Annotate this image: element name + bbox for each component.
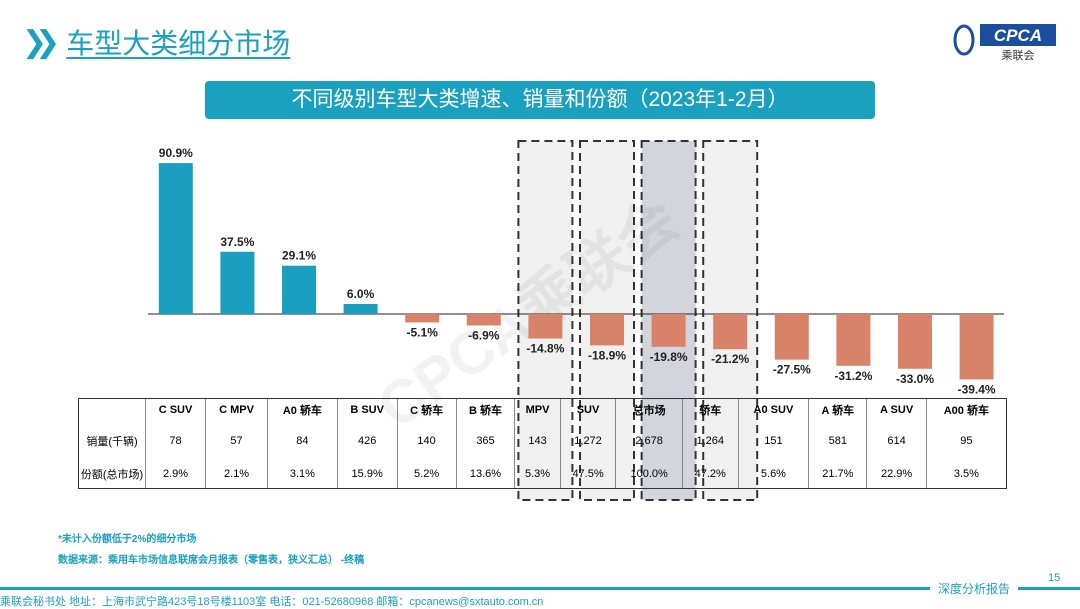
table-cell: 22.9% bbox=[866, 459, 927, 489]
bar bbox=[220, 251, 255, 314]
table-cell: 426 bbox=[336, 421, 398, 460]
table-cell: 47.5% bbox=[559, 459, 616, 489]
table-cell: 3.1% bbox=[267, 459, 338, 489]
data-label: -31.2% bbox=[834, 369, 872, 383]
bar bbox=[959, 314, 994, 380]
table-cell: 13.6% bbox=[455, 459, 515, 489]
table-cell: 78 bbox=[145, 421, 206, 460]
bar bbox=[713, 314, 748, 350]
column-header: 总市场 bbox=[615, 398, 683, 422]
table-cell: 2,678 bbox=[615, 421, 683, 460]
column-header: 轿车 bbox=[681, 398, 739, 422]
table-cell: 5.6% bbox=[737, 459, 809, 489]
data-label: -27.5% bbox=[773, 363, 811, 377]
row-label: 销量(千辆) bbox=[78, 421, 146, 460]
data-label: -39.4% bbox=[958, 382, 996, 396]
table-cell: 100.0% bbox=[615, 459, 683, 489]
table-cell: 143 bbox=[514, 421, 561, 460]
column-header: A SUV bbox=[866, 398, 927, 422]
column-header: A00 轿车 bbox=[925, 398, 1008, 422]
footer-divider bbox=[0, 587, 930, 590]
data-label: -6.9% bbox=[468, 328, 500, 342]
table-cell: 2.9% bbox=[145, 459, 206, 489]
bar bbox=[405, 314, 440, 323]
data-label: 90.9% bbox=[159, 146, 193, 160]
column-header: B SUV bbox=[336, 398, 398, 422]
table-cell: 15.9% bbox=[336, 459, 398, 489]
table-header-row: C SUV C MPV A0 轿车 B SUV C 轿车 B 轿车 MPV SUV 总市场 轿车 A… bbox=[78, 398, 1008, 422]
table-cell: 151 bbox=[737, 421, 809, 460]
column-header: A0 轿车 bbox=[267, 398, 338, 422]
table-row: 销量(千辆) 78 57 84 426 140 365 143 1,272 2,678 1,264 1… bbox=[78, 421, 1008, 460]
column-header: A0 SUV bbox=[737, 398, 809, 422]
column-header: C MPV bbox=[204, 398, 268, 422]
data-label: -18.9% bbox=[588, 348, 626, 362]
column-header: C 轿车 bbox=[396, 398, 457, 422]
table-cell: 3.5% bbox=[925, 459, 1008, 489]
table-cell: 1,272 bbox=[559, 421, 616, 460]
data-table: C SUV C MPV A0 轿车 B SUV C 轿车 B 轿车 MPV SUV 总市场 轿车 A… bbox=[78, 398, 1008, 489]
bar bbox=[590, 314, 624, 346]
bar bbox=[898, 314, 932, 369]
data-label: 29.1% bbox=[282, 249, 316, 263]
data-label: -19.8% bbox=[650, 350, 688, 364]
table-cell: 1,264 bbox=[681, 421, 739, 460]
column-header: MPV bbox=[514, 398, 561, 422]
chart-title: 不同级别车型大类增速、销量和份额（2023年1-2月） bbox=[205, 81, 875, 119]
table-cell: 5.3% bbox=[514, 459, 561, 489]
table-cell: 140 bbox=[396, 421, 457, 460]
bar bbox=[158, 163, 193, 314]
table-cell: 2.1% bbox=[204, 459, 268, 489]
column-header: C SUV bbox=[145, 398, 206, 422]
bar bbox=[774, 314, 809, 360]
column-header: A 轿车 bbox=[808, 398, 867, 422]
table-cell: 47.2% bbox=[681, 459, 739, 489]
footer-tag: 深度分析报告 bbox=[938, 582, 1011, 596]
data-label: -33.0% bbox=[896, 372, 934, 386]
column-header: B 轿车 bbox=[455, 398, 515, 422]
table-cell: 581 bbox=[808, 421, 867, 460]
row-label: 份额(总市场) bbox=[78, 459, 146, 489]
footnote: *未计入份额低于2%的细分市场 bbox=[58, 534, 197, 545]
data-label: 6.0% bbox=[347, 287, 375, 301]
bar bbox=[282, 265, 316, 314]
header: ❯❯ 车型大类细分市场 bbox=[22, 22, 290, 62]
data-label: -21.2% bbox=[711, 352, 749, 366]
footer-divider bbox=[1018, 587, 1080, 590]
table-cell: 365 bbox=[455, 421, 515, 460]
table-row: 份额(总市场) 2.9% 2.1% 3.1% 15.9% 5.2% 13.6% 5.3% 47.… bbox=[78, 459, 1008, 489]
svg-text:乘联会: 乘联会 bbox=[1002, 49, 1035, 62]
data-label: 37.5% bbox=[220, 235, 254, 249]
table-cell: 84 bbox=[267, 421, 338, 460]
bar bbox=[836, 314, 871, 366]
bar bbox=[528, 314, 563, 339]
table-cell: 57 bbox=[204, 421, 268, 460]
table-cell: 614 bbox=[866, 421, 927, 460]
table-cell: 21.7% bbox=[808, 459, 867, 489]
page-number: 15 bbox=[1048, 572, 1061, 584]
bar bbox=[343, 304, 378, 314]
table-cell: 5.2% bbox=[396, 459, 457, 489]
column-header: SUV bbox=[559, 398, 616, 422]
data-label: -14.8% bbox=[526, 342, 564, 356]
footer-address: 乘联会秘书处 地址：上海市武宁路423号18号楼1103室 电话：021-526… bbox=[0, 596, 544, 608]
cpca-logo: CPCA 乘联会 bbox=[953, 24, 1056, 62]
bar bbox=[651, 314, 686, 347]
svg-text:CPCA: CPCA bbox=[994, 26, 1042, 45]
page-title: 车型大类细分市场 bbox=[66, 28, 291, 59]
bar bbox=[466, 314, 501, 326]
table-cell: 95 bbox=[925, 421, 1008, 460]
data-source: 数据来源：乘用车市场信息联席会月报表（零售表，狭义汇总） -终稿 bbox=[58, 555, 365, 566]
data-label: -5.1% bbox=[407, 325, 439, 339]
